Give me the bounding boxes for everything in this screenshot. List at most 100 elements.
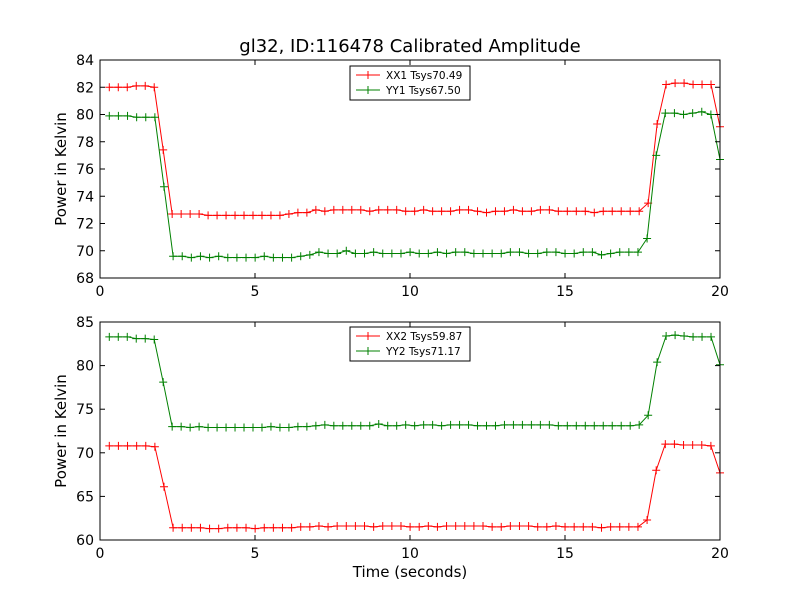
chart-1-series-2-point xyxy=(597,250,606,259)
chart-2-series-1-point xyxy=(442,522,451,531)
chart-2-series-2-point xyxy=(356,421,365,430)
chart-2-series-2-point xyxy=(527,420,536,429)
chart-1-series-1-point xyxy=(320,207,329,216)
chart-1-y-tick-label: 76 xyxy=(76,162,94,178)
chart-2-series-1-point xyxy=(324,522,333,531)
chart-1-series-1-point xyxy=(275,211,284,220)
chart-2-series-2-point xyxy=(581,421,590,430)
chart-2-series-2-point xyxy=(347,421,356,430)
chart-1-series-2-point xyxy=(506,248,515,257)
chart-1-series-1-point xyxy=(123,83,132,92)
chart-1-y-axis-label: Power in Kelvin xyxy=(52,112,70,226)
chart-1-series-2-point xyxy=(615,248,624,257)
chart-2-series-1-point xyxy=(105,441,114,450)
chart-2-series-2-point xyxy=(105,332,114,341)
chart-1-series-1-point xyxy=(536,205,545,214)
chart-2-series-2-point xyxy=(698,332,707,341)
chart-2-series-1-point xyxy=(570,522,579,531)
chart-1-series-1-point xyxy=(527,207,536,216)
chart-1-series-2-point xyxy=(442,249,451,258)
chart-1-series-2-point xyxy=(460,248,469,257)
chart-1-series-1-point xyxy=(599,207,608,216)
chart-1-series-2-point xyxy=(652,151,661,160)
plots-container: 0 5 10 15 20 68 70 72 74 76 78 80 82 84 gl32, ID:11647… xyxy=(52,36,729,581)
chart-1-series-2-point xyxy=(451,248,460,257)
chart-2-series-1-point xyxy=(533,522,542,531)
chart-2-series-1-point xyxy=(652,466,661,475)
chart-2-series-1-point xyxy=(679,440,688,449)
chart-1-series-1-point xyxy=(383,205,392,214)
chart-2-series-1-point xyxy=(169,523,178,532)
chart-2-series-2-point xyxy=(707,332,716,341)
chart-1-series-1 xyxy=(105,79,724,220)
chart-1-series-2-point xyxy=(497,249,506,258)
chart-1-series-2-point xyxy=(488,249,497,258)
chart-2-series-1-point xyxy=(150,442,159,451)
chart-1-series-2-point xyxy=(178,252,187,261)
chart-2-series-2-point xyxy=(662,331,671,340)
chart-2-series-1-point xyxy=(196,523,205,532)
chart-2-x-axis-label: Time (seconds) xyxy=(352,563,468,581)
chart-2-series-1-point xyxy=(278,523,287,532)
chart-1-series-2-point xyxy=(624,248,633,257)
chart-2-series-2-point xyxy=(150,335,159,344)
chart-1-y-tick-label: 84 xyxy=(76,53,94,69)
chart-2-series-1-point xyxy=(369,522,378,531)
chart-1-series-1-point xyxy=(563,207,572,216)
chart-2-series-2-point xyxy=(572,421,581,430)
chart-1-series-2-point xyxy=(187,253,196,262)
chart-2-series-1-point xyxy=(260,523,269,532)
chart-2-series-2-point xyxy=(266,422,275,431)
chart-1-series-1-point xyxy=(168,209,177,218)
chart-1-series-2-point xyxy=(679,110,688,119)
chart-2-series-1-point xyxy=(141,441,150,450)
chart-2-series-2-point xyxy=(653,358,662,367)
chart-1-series-1-point xyxy=(581,207,590,216)
chart-2-series-1-point xyxy=(123,441,132,450)
chart-1-series-1-point xyxy=(365,207,374,216)
chart-2-series-2-point xyxy=(599,421,608,430)
chart-2-series-2-point xyxy=(195,422,204,431)
chart-1-series-1-point xyxy=(491,207,500,216)
chart-2-series-1-point xyxy=(606,522,615,531)
chart-2-series-2-point xyxy=(635,420,644,429)
chart-1-series-2-point xyxy=(551,248,560,257)
chart-2-series-1-point xyxy=(132,441,141,450)
chart-1-series-2-point xyxy=(415,249,424,258)
chart-2-series-1-point xyxy=(561,522,570,531)
chart-1-series-2-point xyxy=(305,250,314,259)
chart-2-y-tick-label: 60 xyxy=(76,533,94,549)
chart-1-series-1-point xyxy=(159,145,168,154)
chart-1-series-2-point xyxy=(570,249,579,258)
chart-1-series-2-point xyxy=(314,248,323,257)
chart-1-series-2-point xyxy=(223,253,232,262)
chart-1-series-1-point xyxy=(455,205,464,214)
chart-1-series-2-point xyxy=(351,249,360,258)
chart-2-series-2-point xyxy=(491,421,500,430)
chart-2-series-1-point xyxy=(351,522,360,531)
chart-1-series-2-point xyxy=(479,249,488,258)
chart-1-series-2-point xyxy=(132,113,141,122)
chart-2-legend-label-1: XX2 Tsys59.87 xyxy=(386,331,462,343)
chart-1-series-1-point xyxy=(329,205,338,214)
chart-1-series-1-point xyxy=(554,207,563,216)
chart-1-series-2-point xyxy=(588,248,597,257)
chart-1-series-2-point xyxy=(287,253,296,262)
chart-1-series-1-point xyxy=(222,211,231,220)
chart-2-legend-marker-2 xyxy=(364,347,372,355)
chart-2-series-1-point xyxy=(451,522,460,531)
chart-1-series-2-point xyxy=(387,249,396,258)
chart-2-series-1-point xyxy=(214,524,223,533)
chart-2-series-1-point xyxy=(114,441,123,450)
chart-2-series-1-point xyxy=(378,522,387,531)
chart-1-series-1-point xyxy=(626,207,635,216)
chart-1-series-2-point xyxy=(214,252,223,261)
chart-2-series-1-point xyxy=(305,522,314,531)
chart-1-series-2-point xyxy=(269,253,278,262)
chart-1-series-2-point xyxy=(706,110,715,119)
chart-1-series-1-point xyxy=(392,205,401,214)
chart-1-series-1-point xyxy=(204,211,213,220)
chart-1-series-1-point xyxy=(132,81,141,90)
chart-1-legend-marker-1 xyxy=(364,71,372,79)
chart-1-series-2-point xyxy=(524,249,533,258)
